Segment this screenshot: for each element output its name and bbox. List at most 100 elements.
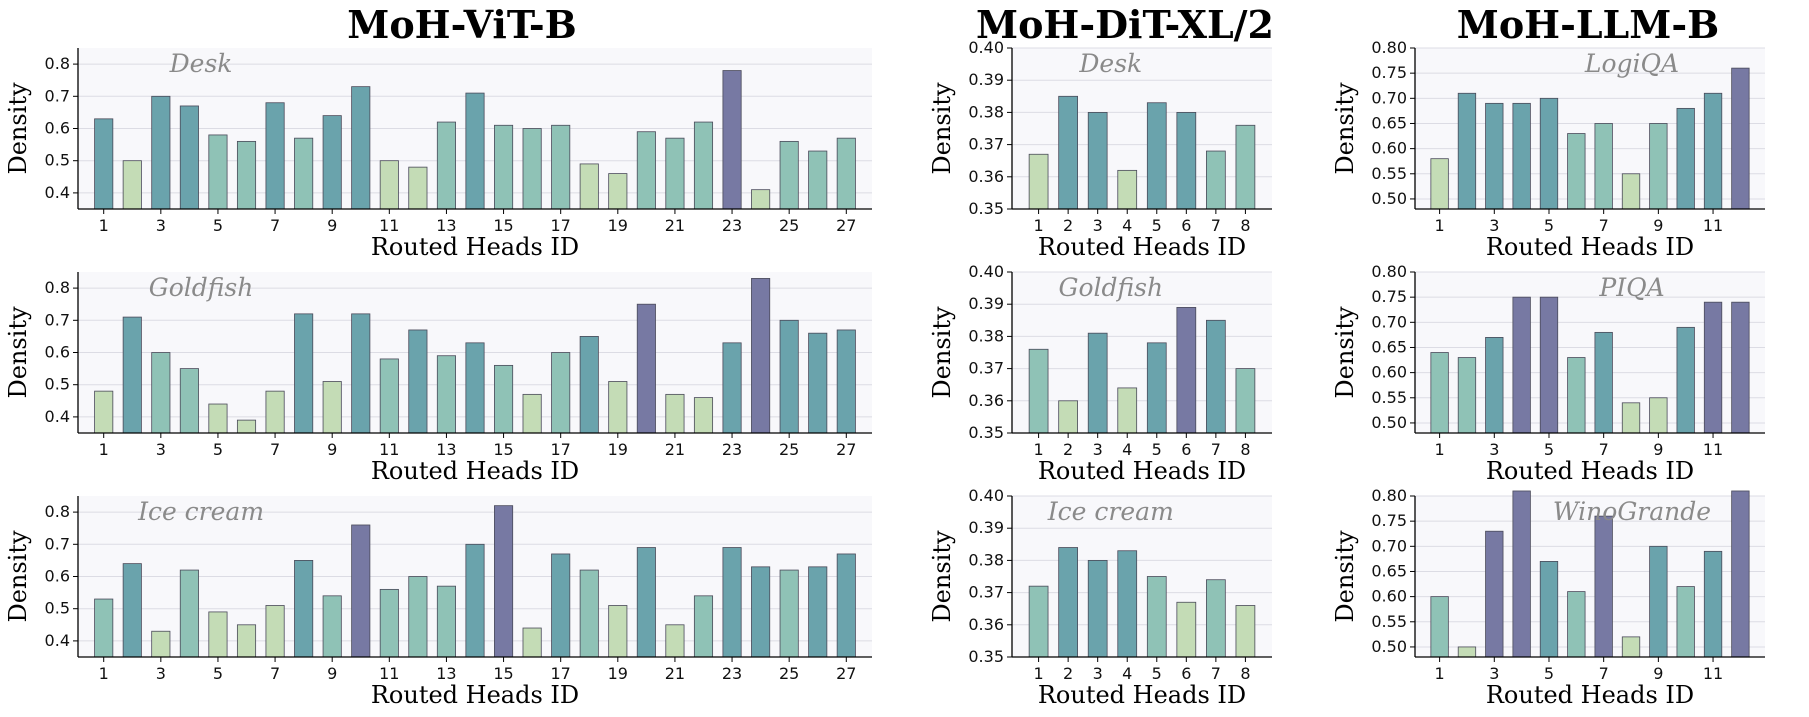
bar — [665, 624, 685, 658]
bar — [179, 368, 199, 434]
x-tick-label: 8 — [1240, 440, 1250, 459]
bar — [1117, 169, 1138, 210]
bar — [551, 352, 571, 434]
y-tick-label: 0.70 — [1371, 312, 1407, 331]
bar — [1146, 576, 1167, 658]
y-tick-label: 0.38 — [968, 550, 1004, 569]
y-tick-label: 0.4 — [45, 407, 70, 426]
bar — [1206, 150, 1226, 210]
y-tick-label: 0.55 — [1371, 612, 1407, 631]
x-tick-label: 27 — [836, 440, 856, 459]
bar — [836, 137, 856, 210]
bar — [122, 160, 142, 210]
bar — [1676, 107, 1695, 210]
bar — [1485, 337, 1504, 434]
x-tick-label: 5 — [1152, 664, 1162, 683]
bar — [693, 121, 714, 210]
y-tick-label: 0.80 — [1371, 38, 1407, 57]
x-tick-label: 2 — [1063, 664, 1073, 683]
bar — [208, 134, 228, 210]
x-tick-label: 3 — [156, 440, 166, 459]
x-tick-label: 1 — [99, 440, 109, 459]
y-tick-label: 0.40 — [968, 486, 1004, 505]
bar — [322, 595, 342, 658]
bar — [1087, 112, 1108, 210]
plot-background — [1012, 272, 1272, 433]
bar — [1731, 67, 1750, 210]
bar — [808, 332, 828, 434]
bar — [751, 189, 771, 210]
bar — [1176, 601, 1197, 658]
x-tick-label: 7 — [270, 440, 280, 459]
bar — [379, 160, 399, 210]
chart-panel: 0.40.50.60.70.81 3 5 7 9 11 13 15 17 19 21 23 25 27Ro… — [4, 272, 872, 485]
bar — [494, 364, 514, 434]
bar — [522, 393, 542, 434]
bar — [836, 329, 856, 434]
x-tick-label: 3 — [1093, 440, 1103, 459]
x-axis-label: Routed Heads ID — [371, 457, 579, 485]
y-tick-label: 0.35 — [968, 423, 1004, 442]
y-tick-label: 0.38 — [968, 326, 1004, 345]
y-tick-label: 0.40 — [968, 262, 1004, 281]
bar — [122, 563, 142, 658]
x-tick-label: 9 — [1653, 664, 1663, 683]
bar — [722, 547, 742, 658]
bar — [1457, 357, 1477, 434]
y-tick-label: 0.7 — [45, 310, 70, 329]
x-tick-label: 5 — [1544, 216, 1554, 235]
bar — [636, 303, 656, 434]
x-tick-label: 5 — [1544, 664, 1554, 683]
x-tick-label: 1 — [1435, 216, 1445, 235]
x-tick-label: 11 — [1703, 216, 1723, 235]
bar — [1058, 547, 1078, 658]
x-tick-label: 19 — [608, 440, 628, 459]
x-tick-label: 5 — [1152, 440, 1162, 459]
y-tick-label: 0.37 — [968, 583, 1004, 602]
y-tick-label: 0.8 — [45, 502, 70, 521]
bar — [1539, 296, 1559, 434]
x-tick-label: 5 — [1152, 216, 1162, 235]
x-tick-label: 3 — [1489, 440, 1499, 459]
bar — [1235, 605, 1256, 658]
y-tick-label: 0.39 — [968, 518, 1004, 537]
bar — [208, 611, 228, 658]
bar — [1621, 402, 1641, 434]
bar — [1430, 352, 1449, 434]
bar — [1594, 123, 1613, 210]
x-tick-label: 3 — [1489, 664, 1499, 683]
bar — [722, 342, 742, 434]
bar — [408, 329, 428, 434]
bar — [122, 316, 142, 434]
bar — [608, 605, 628, 658]
y-tick-label: 0.4 — [45, 631, 70, 650]
x-tick-label: 4 — [1122, 664, 1132, 683]
x-tick-label: 5 — [213, 440, 223, 459]
x-tick-label: 1 — [1033, 440, 1043, 459]
x-tick-label: 15 — [493, 440, 513, 459]
y-tick-label: 0.39 — [968, 294, 1004, 313]
chart-panel: 0.40.50.60.70.81 3 5 7 9 11 13 15 17 19 21 23 25 27Ro… — [4, 48, 872, 261]
bar — [1731, 490, 1750, 658]
x-tick-label: 11 — [1703, 664, 1723, 683]
x-tick-label: 11 — [379, 216, 399, 235]
bar — [1676, 326, 1695, 434]
y-tick-label: 0.38 — [968, 102, 1004, 121]
bar — [636, 131, 656, 210]
x-tick-label: 2 — [1063, 216, 1073, 235]
x-tick-label: 9 — [1653, 440, 1663, 459]
y-tick-label: 0.80 — [1371, 486, 1407, 505]
y-axis-label: Density — [1331, 530, 1359, 623]
x-tick-label: 21 — [665, 440, 685, 459]
x-tick-label: 8 — [1240, 216, 1250, 235]
x-tick-label: 3 — [156, 216, 166, 235]
x-tick-label: 9 — [1653, 216, 1663, 235]
x-tick-label: 7 — [270, 216, 280, 235]
bar — [1621, 636, 1641, 658]
panel-annotation: Desk — [1078, 49, 1142, 78]
y-tick-label: 0.50 — [1371, 413, 1407, 432]
y-axis-label: Density — [4, 306, 32, 399]
bar — [551, 553, 571, 658]
y-tick-label: 0.50 — [1371, 637, 1407, 656]
